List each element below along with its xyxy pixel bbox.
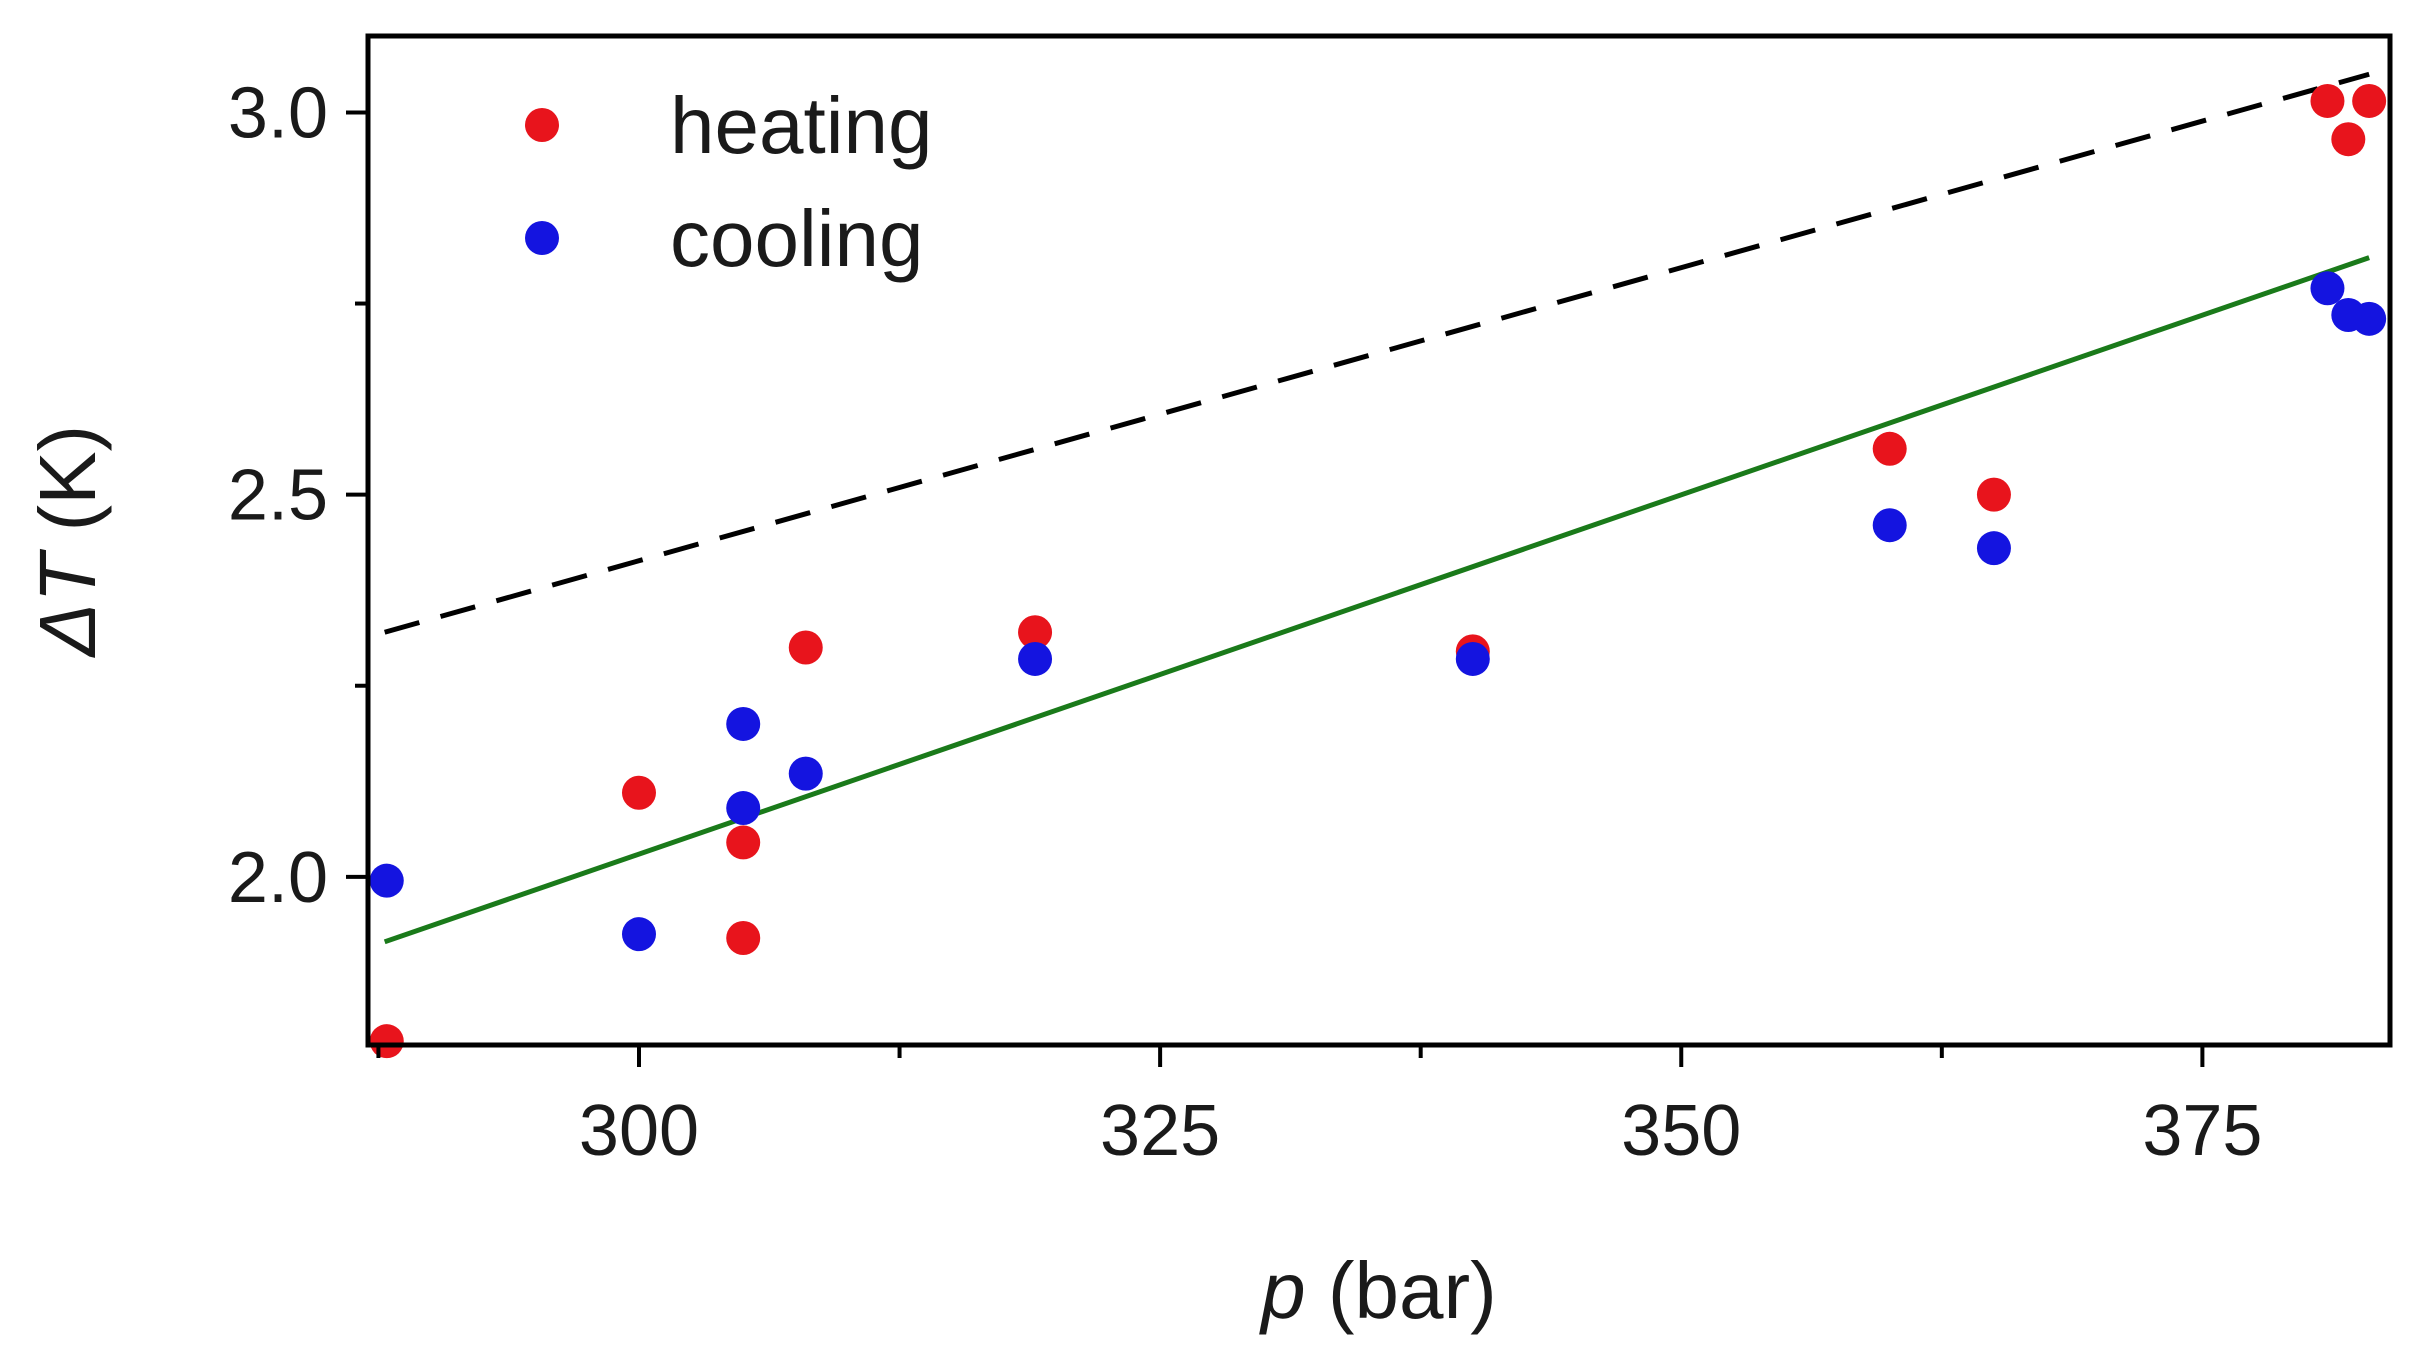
- x-axis-unit: (bar): [1306, 1246, 1497, 1335]
- cooling-point: [369, 863, 404, 898]
- heating-point: [2310, 83, 2345, 118]
- fit-lines: [383, 71, 2370, 945]
- x-tick-label: 375: [2142, 1091, 2262, 1171]
- cooling-point: [1976, 531, 2011, 566]
- x-axis-variable: p: [1259, 1246, 1306, 1335]
- heating-point: [1976, 477, 2011, 512]
- linear-fit-line: [383, 255, 2370, 945]
- cooling-point: [726, 791, 761, 826]
- heating-point: [726, 920, 761, 955]
- y-tick-label: 2.0: [228, 838, 328, 918]
- x-tick-label: 300: [579, 1091, 699, 1171]
- y-tick-label: 2.5: [228, 456, 328, 536]
- cooling-point: [788, 756, 823, 791]
- heating-point: [726, 825, 761, 860]
- cooling-point: [2310, 271, 2345, 306]
- heating-point: [788, 630, 823, 665]
- x-axis-ticks: 300 325 350 375: [376, 1045, 2262, 1171]
- heating-point: [1872, 431, 1907, 466]
- plot-frame: [365, 33, 2393, 1048]
- cooling-point: [1872, 508, 1907, 543]
- dashed-reference-line: [383, 71, 2370, 635]
- heating-point: [369, 1024, 404, 1059]
- heating-point: [2352, 83, 2387, 118]
- legend-label-heating: heating: [670, 81, 932, 170]
- x-axis-title: p (bar): [1259, 1246, 1497, 1335]
- y-axis-variable: ΔT: [23, 549, 112, 659]
- cooling-point: [726, 706, 761, 741]
- cooling-point: [1455, 641, 1490, 676]
- cooling-point: [1018, 641, 1053, 676]
- heating-point: [2331, 122, 2366, 157]
- y-axis-unit: (K): [23, 425, 112, 554]
- legend-marker-heating: [525, 108, 559, 142]
- y-axis-title: ΔT (K): [23, 425, 112, 658]
- x-tick-label: 350: [1621, 1091, 1741, 1171]
- cooling-point: [2352, 301, 2387, 336]
- heating-point: [621, 775, 656, 810]
- legend: heating cooling: [525, 81, 932, 283]
- y-axis-ticks: 2.0 2.5 3.0: [228, 73, 368, 918]
- legend-marker-cooling: [525, 221, 559, 255]
- data-points: [369, 83, 2387, 1059]
- x-tick-label: 325: [1100, 1091, 1220, 1171]
- cooling-point: [621, 917, 656, 952]
- y-tick-label: 3.0: [228, 73, 328, 153]
- heating-point: [1018, 615, 1053, 650]
- legend-label-cooling: cooling: [670, 194, 924, 283]
